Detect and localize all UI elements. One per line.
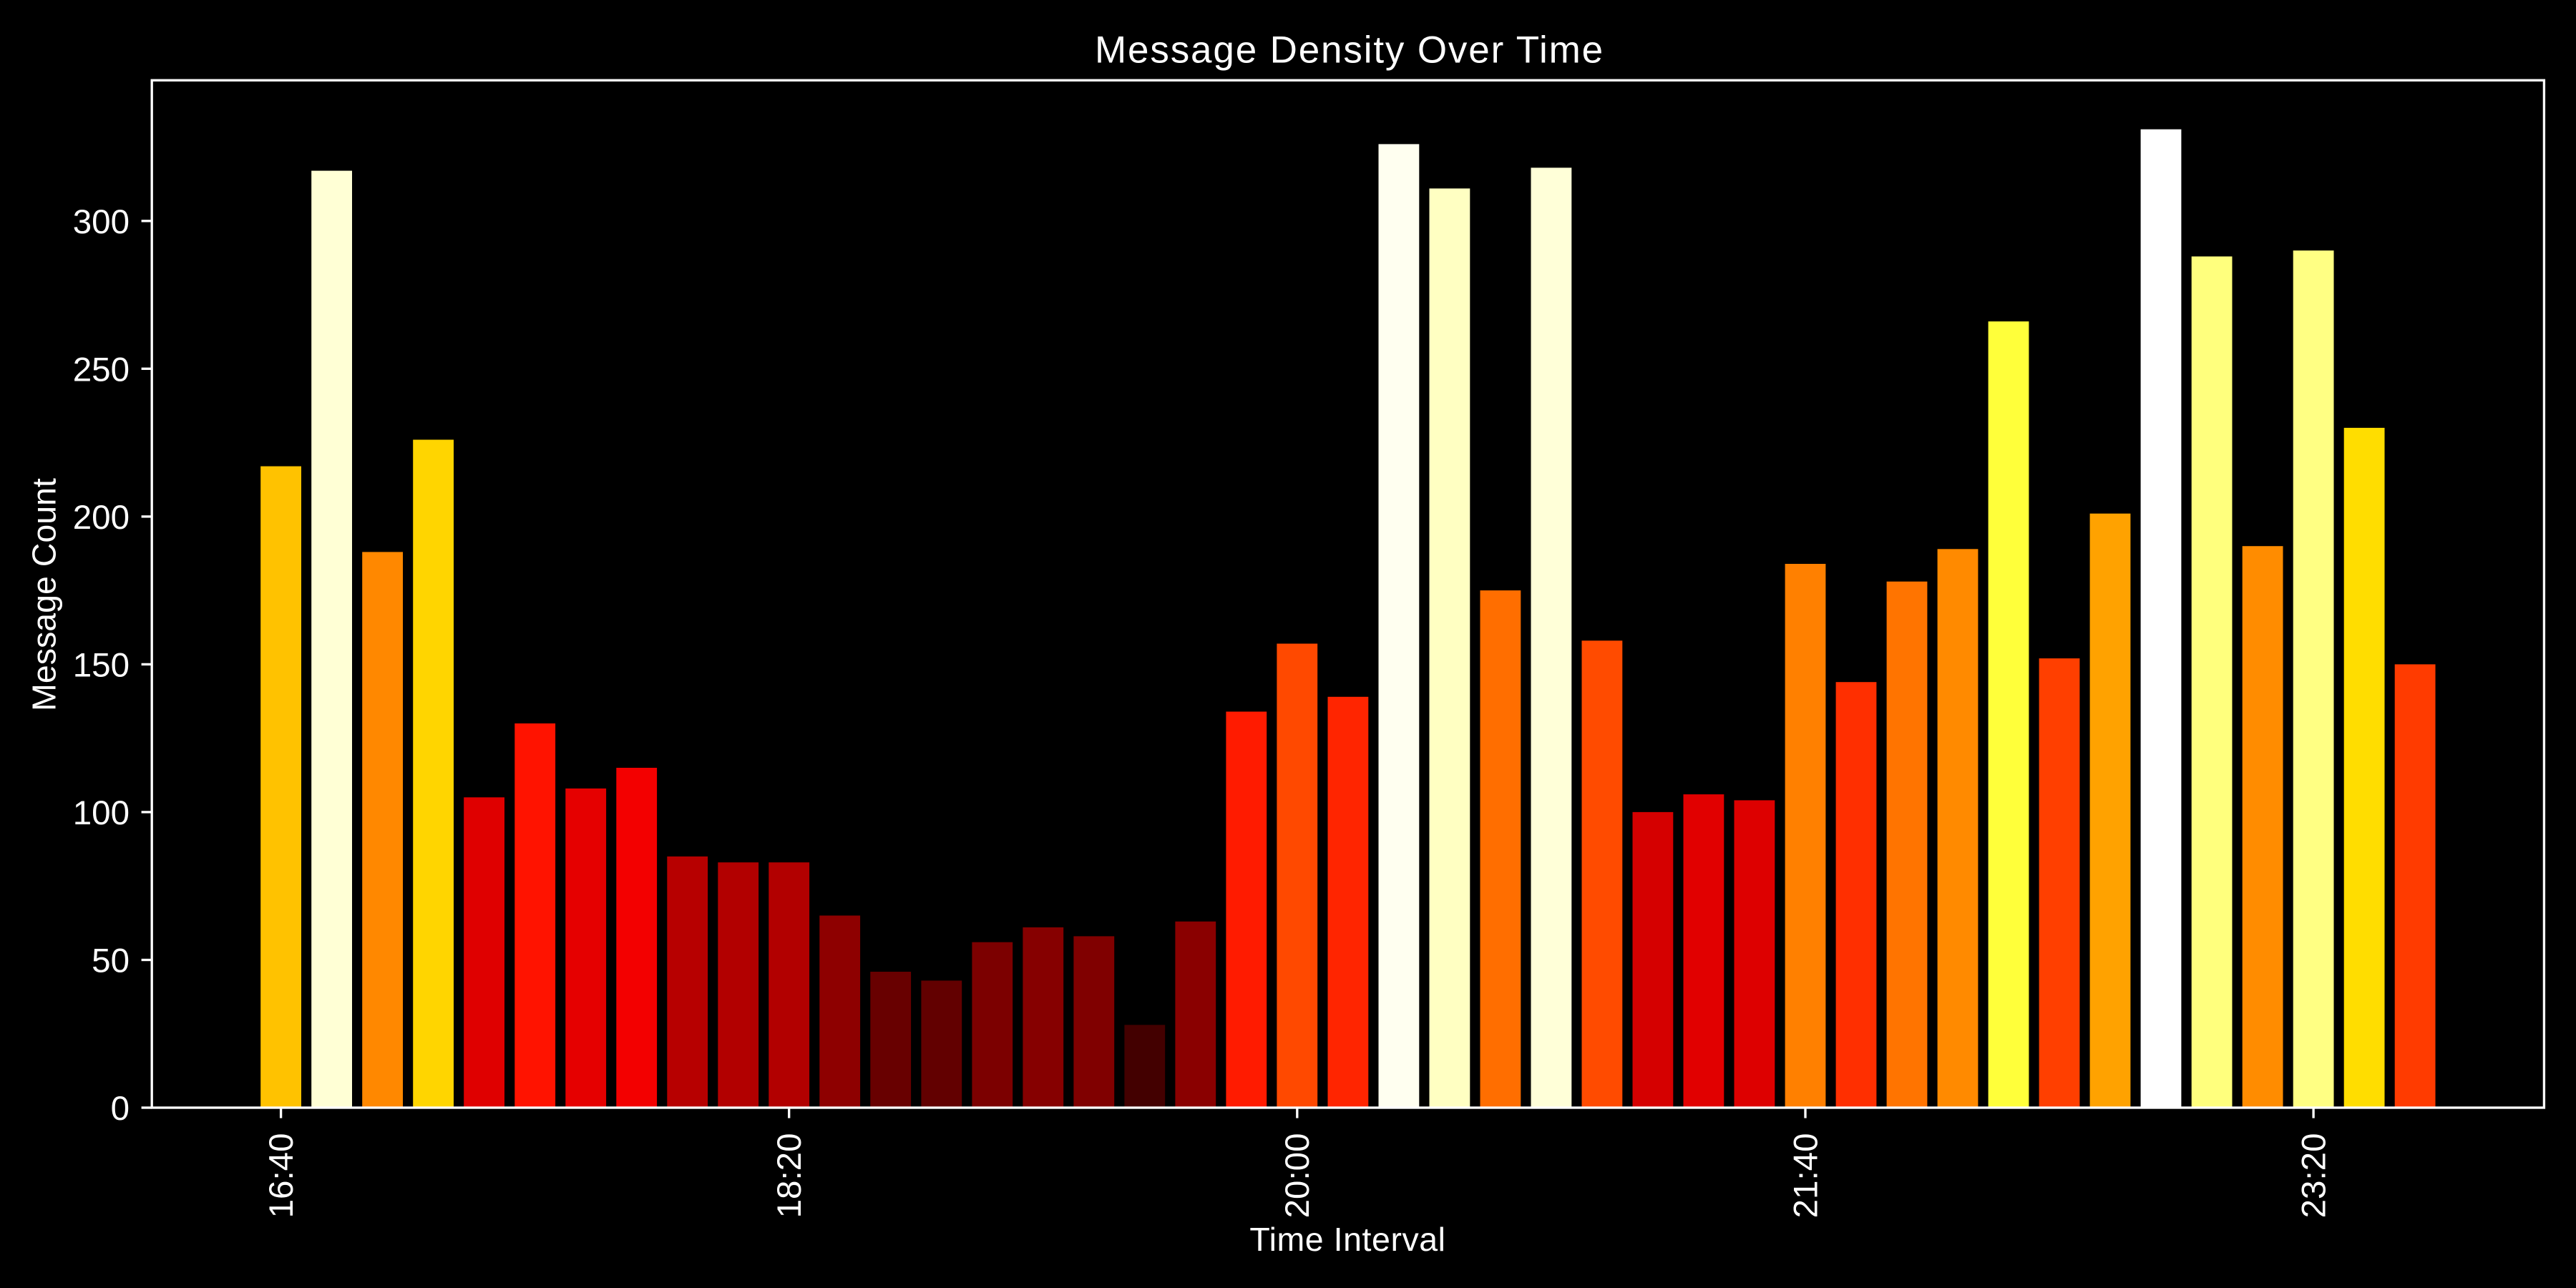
svg-text:23:20: 23:20: [2295, 1133, 2333, 1219]
svg-text:Message Density Over Time: Message Density Over Time: [1095, 29, 1604, 72]
svg-text:50: 50: [92, 942, 130, 980]
svg-text:250: 250: [73, 351, 130, 389]
svg-text:20:00: 20:00: [1279, 1133, 1317, 1219]
svg-text:Message Count: Message Count: [26, 478, 63, 711]
svg-text:300: 300: [73, 203, 130, 241]
svg-text:21:40: 21:40: [1787, 1133, 1825, 1219]
svg-text:100: 100: [73, 794, 130, 832]
svg-text:200: 200: [73, 499, 130, 537]
svg-text:18:20: 18:20: [771, 1133, 809, 1219]
svg-text:0: 0: [111, 1090, 130, 1128]
svg-text:Time Interval: Time Interval: [1249, 1221, 1445, 1258]
svg-text:150: 150: [73, 646, 130, 684]
svg-text:16:40: 16:40: [263, 1133, 301, 1219]
